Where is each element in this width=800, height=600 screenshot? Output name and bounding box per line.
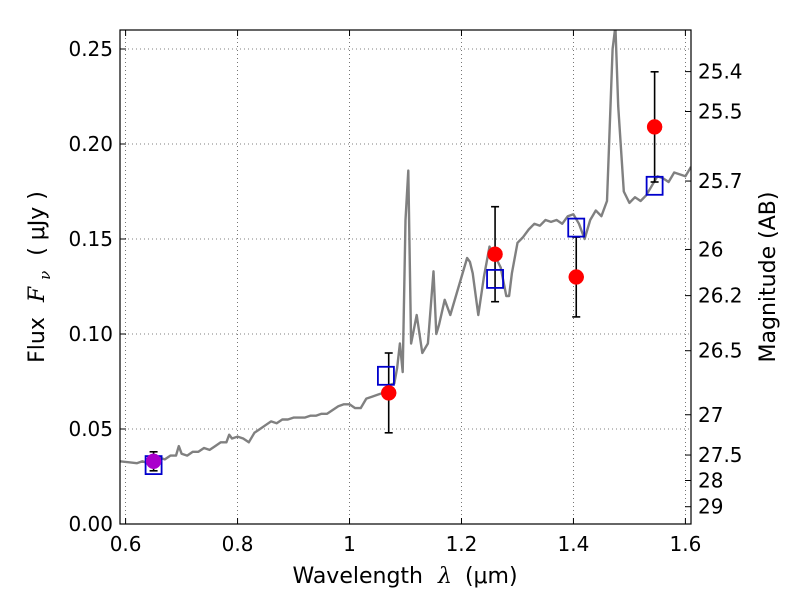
x-tick-label: 1 xyxy=(343,532,356,556)
y2-tick-label: 26.5 xyxy=(698,339,743,363)
x-tick-label: 0.8 xyxy=(222,532,254,556)
x-axis-label-prefix: Wavelength xyxy=(292,564,423,589)
y2-tick-label: 27.5 xyxy=(698,443,743,467)
observed-flux-point xyxy=(568,269,584,285)
y2-tick-label: 25.7 xyxy=(698,169,743,193)
y-axis-label: Flux F ν ( μJy ) xyxy=(25,191,56,363)
plot-frame xyxy=(119,29,692,525)
y2-tick-label: 26 xyxy=(698,237,723,261)
y-tick-label: 0.05 xyxy=(68,417,113,441)
model-photometry-square xyxy=(645,175,664,196)
y2-tick-label: 26.2 xyxy=(698,284,743,308)
y-axis-label-unit: ( μJy ) xyxy=(25,191,50,256)
y-tick-label: 0.00 xyxy=(68,512,113,536)
y-tick-label: 0.20 xyxy=(68,132,113,156)
y-tick-label: 0.10 xyxy=(68,322,113,346)
y-axis-label-subscript: ν xyxy=(36,271,54,280)
model-photometry-square xyxy=(486,268,504,289)
x-axis-label-unit: (μm) xyxy=(465,564,518,589)
x-axis-label-symbol: λ xyxy=(437,564,452,589)
x-tick-label: 1.4 xyxy=(558,532,590,556)
y2-tick-label: 28 xyxy=(698,468,723,492)
plot-area xyxy=(120,30,691,476)
y-tick-label: 0.15 xyxy=(68,227,113,251)
y2-tick-label: 29 xyxy=(698,495,723,519)
x-tick-label: 1.6 xyxy=(669,532,701,556)
x-axis-label: Wavelength λ (μm) xyxy=(292,564,517,589)
y2-tick-label: 27 xyxy=(698,403,723,427)
y2-tick-label: 25.5 xyxy=(698,100,743,124)
axes: 0.6 0.8 1 1.2 1.4 1.6 0.00 0.05 0.10 0.15 0.20 0.25… xyxy=(68,30,743,556)
model-photometry-square xyxy=(567,217,586,238)
observed-flux-point xyxy=(145,453,162,470)
x-tick-label: 0.6 xyxy=(110,532,142,556)
x-tick-label: 1.2 xyxy=(446,532,478,556)
model-photometry-square xyxy=(377,365,395,386)
y-tick-label: 0.25 xyxy=(68,37,113,61)
y2-tick-label: 25.4 xyxy=(698,60,743,84)
observed-flux-point xyxy=(380,385,397,401)
observed-flux-point xyxy=(646,119,663,135)
y2-axis-label: Magnitude (AB) xyxy=(756,192,781,363)
y-axis-label-symbol: F xyxy=(25,286,50,303)
observed-flux-point xyxy=(487,246,503,262)
y-axis-label-prefix: Flux xyxy=(25,317,50,363)
model-spectrum-line xyxy=(120,30,691,465)
